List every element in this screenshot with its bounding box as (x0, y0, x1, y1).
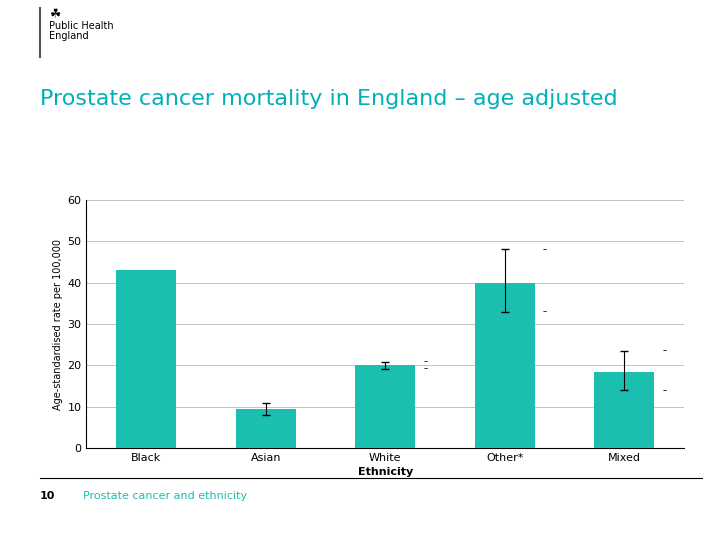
Bar (236, 409, 296, 448)
Text: –: – (423, 364, 428, 373)
Text: –: – (543, 245, 547, 254)
Text: 10: 10 (40, 491, 55, 502)
Text: –: – (423, 357, 428, 367)
Text: England: England (49, 31, 89, 42)
Text: Prostate cancer mortality in England – age adjusted: Prostate cancer mortality in England – a… (40, 89, 617, 109)
Text: –: – (662, 386, 667, 395)
Text: ☘: ☘ (49, 8, 60, 21)
Y-axis label: Age-standardised rate per 100,000: Age-standardised rate per 100,000 (53, 239, 63, 409)
Text: Public Health: Public Health (49, 21, 114, 31)
Text: –: – (662, 347, 667, 355)
Bar (595, 372, 654, 448)
Text: Prostate cancer and ethnicity: Prostate cancer and ethnicity (83, 491, 247, 502)
Bar (356, 366, 415, 448)
Bar (117, 270, 176, 448)
X-axis label: Ethnicity: Ethnicity (358, 467, 413, 477)
Text: –: – (543, 307, 547, 316)
Bar (475, 282, 534, 448)
